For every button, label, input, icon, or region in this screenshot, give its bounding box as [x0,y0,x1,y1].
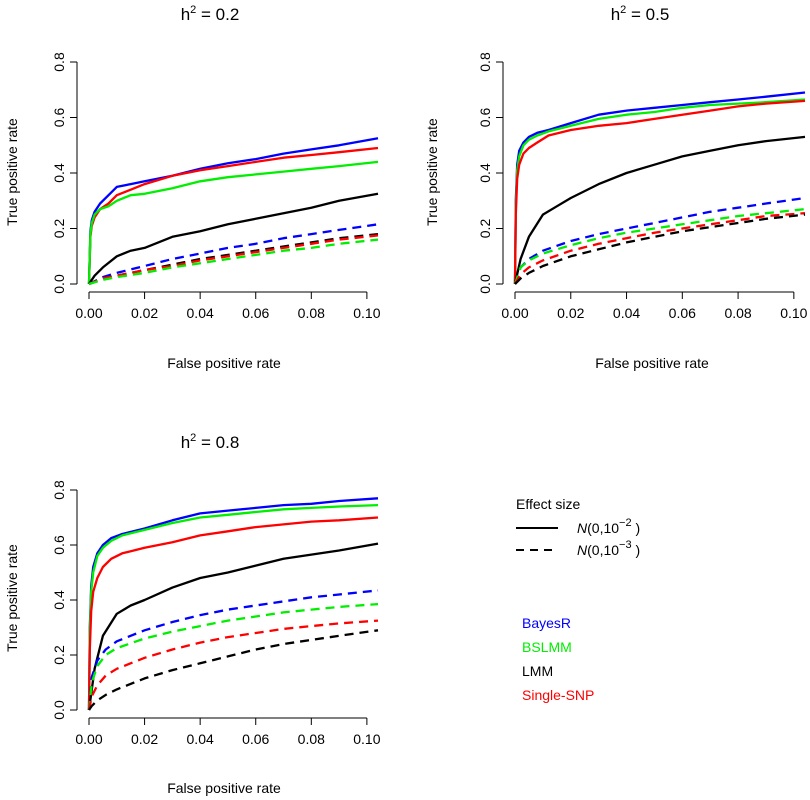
y-tick-label: 0.0 [477,274,493,294]
series-line-single-snp-large [513,99,806,285]
panel-title: h2 = 0.5 [611,4,670,24]
legend-title: Effect size [516,496,581,512]
y-axis-label: True positive rate [424,118,440,226]
legend-methods: BayesR BSLMM LMM Single-SNP [522,615,594,703]
y-ticks: 0.0 0.2 0.4 0.6 0.8 [51,52,78,294]
series-line-bslmm-small [87,602,379,711]
y-tick-label: 0.8 [51,52,67,72]
x-tick-label: 0.08 [298,731,325,747]
x-ticks: 0.00 0.02 0.04 0.06 0.08 0.10 [501,291,808,321]
x-ticks: 0.00 0.02 0.04 0.06 0.08 0.10 [75,717,381,747]
series-line-bayesr-large [513,91,806,285]
x-tick-label: 0.02 [131,731,158,747]
legend-effect-label: N(0,10−3 ) [577,539,640,558]
series-lines [513,91,806,285]
legend-method-bslmm: BSLMM [522,639,572,655]
x-tick-label: 0.10 [353,305,380,321]
series-lines [87,497,379,711]
x-tick-label: 0.02 [557,305,584,321]
y-tick-label: 0.8 [51,480,67,500]
y-tick-label: 0.4 [51,163,67,183]
legend-method-lmm: LMM [522,663,553,679]
series-line-lmm-large [513,135,806,285]
y-tick-label: 0.6 [477,108,493,128]
series-line-single-snp-small [514,212,806,285]
y-tick-label: 0.8 [477,52,493,72]
series-line-lmm-small [88,232,379,286]
series-line-bslmm-small [88,238,379,286]
y-ticks: 0.0 0.2 0.4 0.6 0.8 [51,480,78,720]
y-tick-label: 0.2 [51,645,67,665]
x-tick-label: 0.04 [613,305,640,321]
y-tick-label: 0.2 [51,219,67,239]
y-tick-label: 0.6 [51,535,67,555]
y-tick-label: 0.0 [51,700,67,720]
legend-effect-label: N(0,10−2 ) [577,517,640,536]
series-line-single-snp-large [87,516,379,711]
y-tick-label: 0.4 [477,163,493,183]
x-ticks: 0.00 0.02 0.04 0.06 0.08 0.10 [75,291,381,321]
legend-method-bayesr: BayesR [522,615,571,631]
series-line-bslmm-large [513,98,806,285]
panel-title: h2 = 0.8 [181,432,240,452]
series-line-bayesr-large [87,137,379,285]
series-line-lmm-large [88,192,379,285]
series-lines [87,137,379,286]
x-axis-label: False positive rate [167,355,281,371]
panel-h2-0.8: h2 = 0.8 0.00 0.02 0.04 0.06 0.08 0.10 0.0 0.2… [4,432,381,796]
y-tick-label: 0.0 [51,274,67,294]
series-line-bslmm-large [87,503,379,711]
x-tick-label: 0.10 [353,731,380,747]
x-tick-label: 0.06 [242,731,269,747]
x-axis-label: False positive rate [595,355,709,371]
x-tick-label: 0.00 [75,731,102,747]
x-tick-label: 0.00 [501,305,528,321]
series-line-bayesr-small [88,223,379,286]
y-axis-label: True positive rate [4,544,20,652]
series-line-single-snp-small [87,619,379,711]
series-line-lmm-small [514,213,806,285]
series-line-bayesr-small [513,196,806,285]
y-axis-label: True positive rate [4,118,20,226]
panel-h2-0.2: h2 = 0.2 0.00 0.02 0.04 0.06 0.08 0.10 0.0 0.2… [4,4,381,371]
y-tick-label: 0.6 [51,108,67,128]
panel-h2-0.5: h2 = 0.5 0.00 0.02 0.04 0.06 0.08 0.10 0.0 0.2… [424,4,808,371]
y-tick-label: 0.4 [51,590,67,610]
x-tick-label: 0.08 [298,305,325,321]
series-line-single-snp-small [88,234,379,286]
series-line-bayesr-small [87,589,379,711]
x-tick-label: 0.00 [75,305,102,321]
x-axis-label: False positive rate [167,780,281,796]
x-tick-label: 0.02 [131,305,158,321]
legend-effect-size: Effect size N(0,10−2 ) N(0,10−3 ) [516,496,640,558]
legend-method-single-snp: Single-SNP [522,687,594,703]
x-tick-label: 0.06 [669,305,696,321]
series-line-bslmm-small [513,207,806,285]
y-ticks: 0.0 0.2 0.4 0.6 0.8 [477,52,504,294]
series-line-lmm-large [87,542,379,711]
series-line-lmm-small [88,629,379,711]
series-line-bslmm-large [87,160,379,285]
x-tick-label: 0.04 [187,305,214,321]
x-tick-label: 0.06 [242,305,269,321]
y-tick-label: 0.2 [477,219,493,239]
series-line-single-snp-large [87,146,379,285]
x-tick-label: 0.10 [780,305,807,321]
x-tick-label: 0.08 [724,305,751,321]
x-tick-label: 0.04 [187,731,214,747]
panel-title: h2 = 0.2 [181,4,240,24]
